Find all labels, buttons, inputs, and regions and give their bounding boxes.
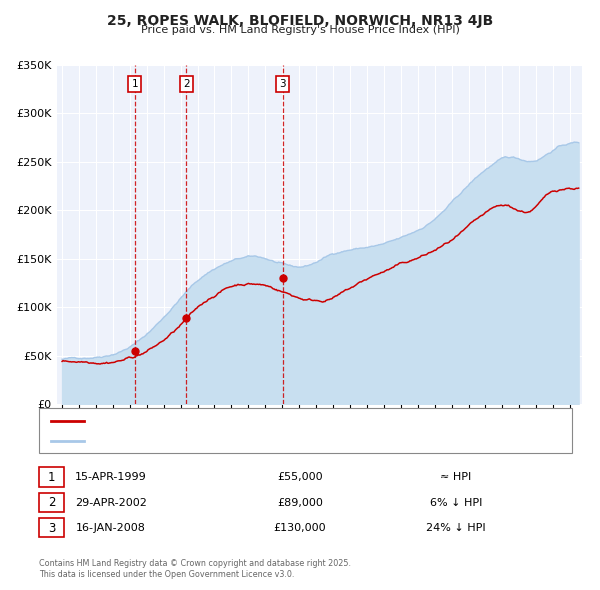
Text: 24% ↓ HPI: 24% ↓ HPI [426,523,486,533]
Text: 2: 2 [183,79,190,89]
Text: 25, ROPES WALK, BLOFIELD, NORWICH, NR13 4JB: 25, ROPES WALK, BLOFIELD, NORWICH, NR13 … [107,14,493,28]
Text: 25, ROPES WALK, BLOFIELD, NORWICH, NR13 4JB (semi-detached house): 25, ROPES WALK, BLOFIELD, NORWICH, NR13 … [90,416,448,425]
Text: 6% ↓ HPI: 6% ↓ HPI [430,498,482,507]
Text: HPI: Average price, semi-detached house, Broadland: HPI: Average price, semi-detached house,… [90,436,347,445]
Text: 2: 2 [48,496,55,509]
Text: 1: 1 [48,471,55,484]
Text: 1: 1 [131,79,138,89]
Text: ≈ HPI: ≈ HPI [440,473,472,482]
Text: £130,000: £130,000 [274,523,326,533]
Text: Price paid vs. HM Land Registry's House Price Index (HPI): Price paid vs. HM Land Registry's House … [140,25,460,35]
Text: 29-APR-2002: 29-APR-2002 [75,498,147,507]
Text: 16-JAN-2008: 16-JAN-2008 [76,523,146,533]
Text: 3: 3 [280,79,286,89]
Text: 3: 3 [48,522,55,535]
Text: 15-APR-1999: 15-APR-1999 [75,473,147,482]
Text: This data is licensed under the Open Government Licence v3.0.: This data is licensed under the Open Gov… [39,570,295,579]
Text: £89,000: £89,000 [277,498,323,507]
Text: Contains HM Land Registry data © Crown copyright and database right 2025.: Contains HM Land Registry data © Crown c… [39,559,351,568]
Text: £55,000: £55,000 [277,473,323,482]
